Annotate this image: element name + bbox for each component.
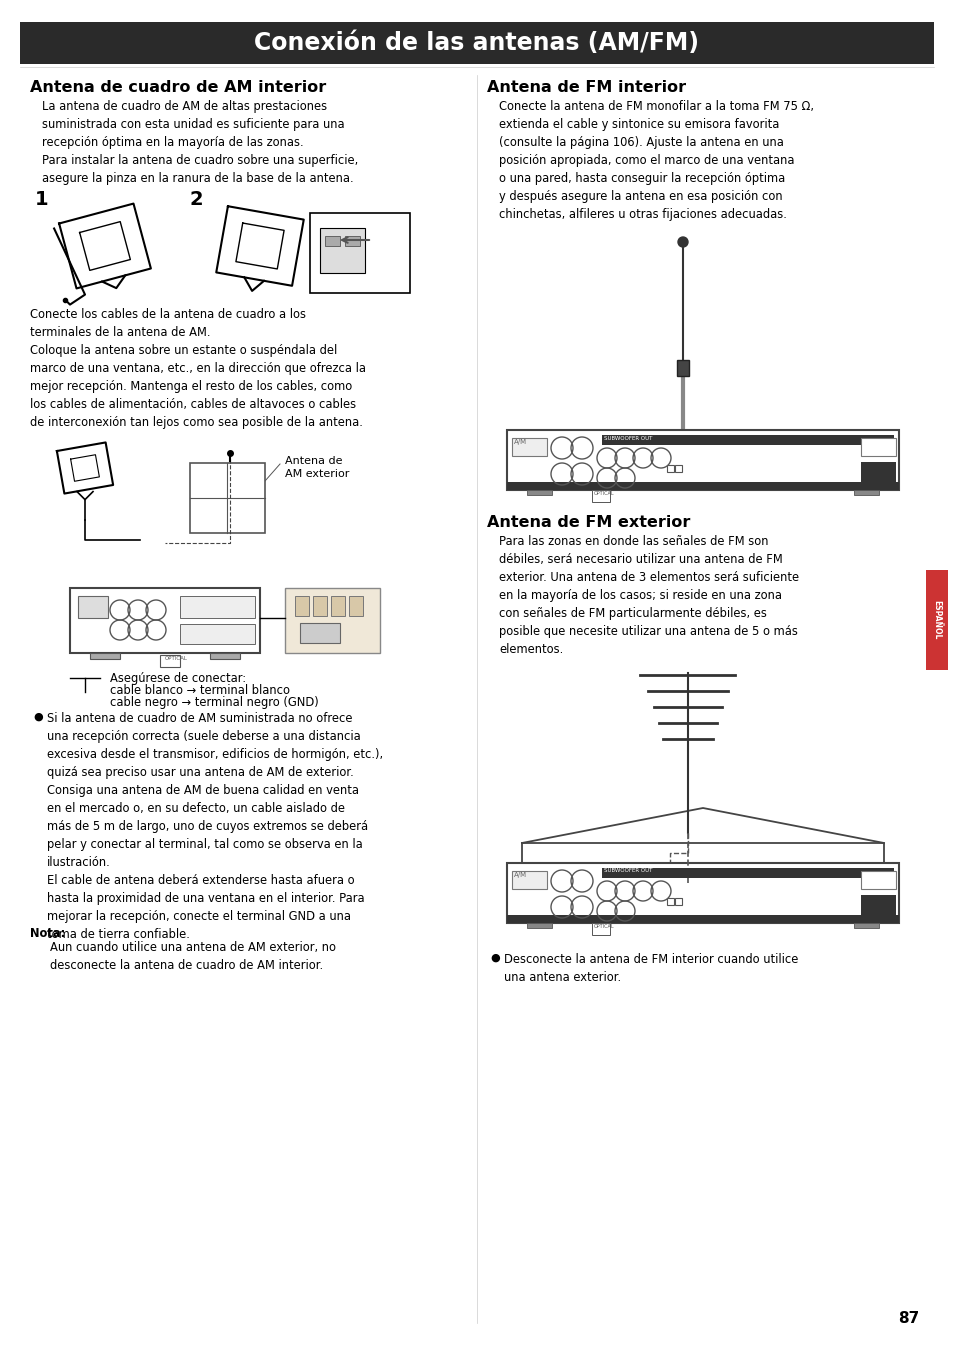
Bar xyxy=(160,655,180,667)
Bar xyxy=(310,213,410,293)
Bar xyxy=(90,652,120,659)
Text: Nota:: Nota: xyxy=(30,927,65,940)
Bar xyxy=(506,863,898,923)
Bar xyxy=(853,923,878,927)
Bar xyxy=(78,596,108,617)
Bar xyxy=(677,360,688,376)
Bar xyxy=(313,596,327,616)
Bar xyxy=(20,22,933,63)
Text: La antena de cuadro de AM de altas prestaciones
suministrada con esta unidad es : La antena de cuadro de AM de altas prest… xyxy=(42,100,358,185)
Text: ●: ● xyxy=(33,712,43,723)
Text: 1: 1 xyxy=(35,190,49,209)
Bar xyxy=(601,435,893,445)
Bar xyxy=(319,228,365,274)
Bar xyxy=(210,652,240,659)
Bar xyxy=(506,430,898,491)
Bar xyxy=(526,923,552,927)
Text: cable negro → terminal negro (GND): cable negro → terminal negro (GND) xyxy=(110,696,318,709)
Text: ESPAÑOL: ESPAÑOL xyxy=(931,600,941,640)
Bar xyxy=(861,462,895,483)
Bar xyxy=(331,596,345,616)
Text: Antena de FM interior: Antena de FM interior xyxy=(486,80,685,94)
Bar xyxy=(180,624,254,644)
Text: Aun cuando utilice una antena de AM exterior, no
desconecte la antena de cuadro : Aun cuando utilice una antena de AM exte… xyxy=(50,941,335,972)
Bar xyxy=(486,663,918,948)
Bar xyxy=(853,491,878,495)
Bar xyxy=(325,236,339,245)
Text: OPTICAL: OPTICAL xyxy=(594,491,614,496)
Bar xyxy=(180,596,254,617)
Circle shape xyxy=(678,237,687,247)
Bar xyxy=(861,895,895,915)
Bar xyxy=(675,465,681,472)
Text: Antena de
AM exterior: Antena de AM exterior xyxy=(285,456,349,479)
Text: cable blanco → terminal blanco: cable blanco → terminal blanco xyxy=(110,683,290,697)
Bar xyxy=(512,871,546,888)
Bar xyxy=(925,570,947,670)
Text: Antena de cuadro de AM interior: Antena de cuadro de AM interior xyxy=(30,80,326,94)
Text: A/M: A/M xyxy=(514,439,527,445)
Bar xyxy=(30,438,461,669)
Bar xyxy=(345,236,359,245)
Bar xyxy=(190,462,265,532)
Bar xyxy=(861,871,895,888)
Text: OPTICAL: OPTICAL xyxy=(594,923,614,929)
Bar xyxy=(285,588,379,652)
Bar xyxy=(666,898,673,905)
Bar xyxy=(601,868,893,878)
Bar xyxy=(592,491,609,501)
Bar xyxy=(675,898,681,905)
Text: A/M: A/M xyxy=(514,872,527,878)
Bar xyxy=(526,491,552,495)
Bar xyxy=(70,588,260,652)
Text: Desconecte la antena de FM interior cuando utilice
una antena exterior.: Desconecte la antena de FM interior cuan… xyxy=(503,953,798,984)
Text: Conecte los cables de la antena de cuadro a los
terminales de la antena de AM.
C: Conecte los cables de la antena de cuadr… xyxy=(30,307,366,429)
Text: ●: ● xyxy=(490,953,499,962)
Text: 87: 87 xyxy=(897,1312,918,1326)
Text: Asegúrese de conectar:: Asegúrese de conectar: xyxy=(110,673,246,685)
Bar xyxy=(349,596,363,616)
Text: Conexión de las antenas (AM/FM): Conexión de las antenas (AM/FM) xyxy=(254,31,699,55)
Bar xyxy=(506,483,898,491)
Text: SUBWOOFER OUT: SUBWOOFER OUT xyxy=(603,435,652,441)
Text: Conecte la antena de FM monofilar a la toma FM 75 Ω,
extienda el cable y sintoni: Conecte la antena de FM monofilar a la t… xyxy=(498,100,813,221)
Bar xyxy=(592,923,609,936)
Bar xyxy=(486,231,918,500)
Text: 2: 2 xyxy=(190,190,203,209)
Bar xyxy=(294,596,309,616)
Bar xyxy=(506,915,898,923)
Text: SUBWOOFER OUT: SUBWOOFER OUT xyxy=(603,868,652,874)
Text: Si la antena de cuadro de AM suministrada no ofrece
una recepción correcta (suel: Si la antena de cuadro de AM suministrad… xyxy=(47,712,383,941)
Text: Para las zonas en donde las señales de FM son
débiles, será necesario utilizar u: Para las zonas en donde las señales de F… xyxy=(498,535,799,656)
Text: OPTICAL: OPTICAL xyxy=(165,656,188,661)
Bar xyxy=(512,438,546,456)
Bar xyxy=(666,465,673,472)
Bar xyxy=(299,623,339,643)
Text: Antena de FM exterior: Antena de FM exterior xyxy=(486,515,690,530)
Bar xyxy=(861,438,895,456)
